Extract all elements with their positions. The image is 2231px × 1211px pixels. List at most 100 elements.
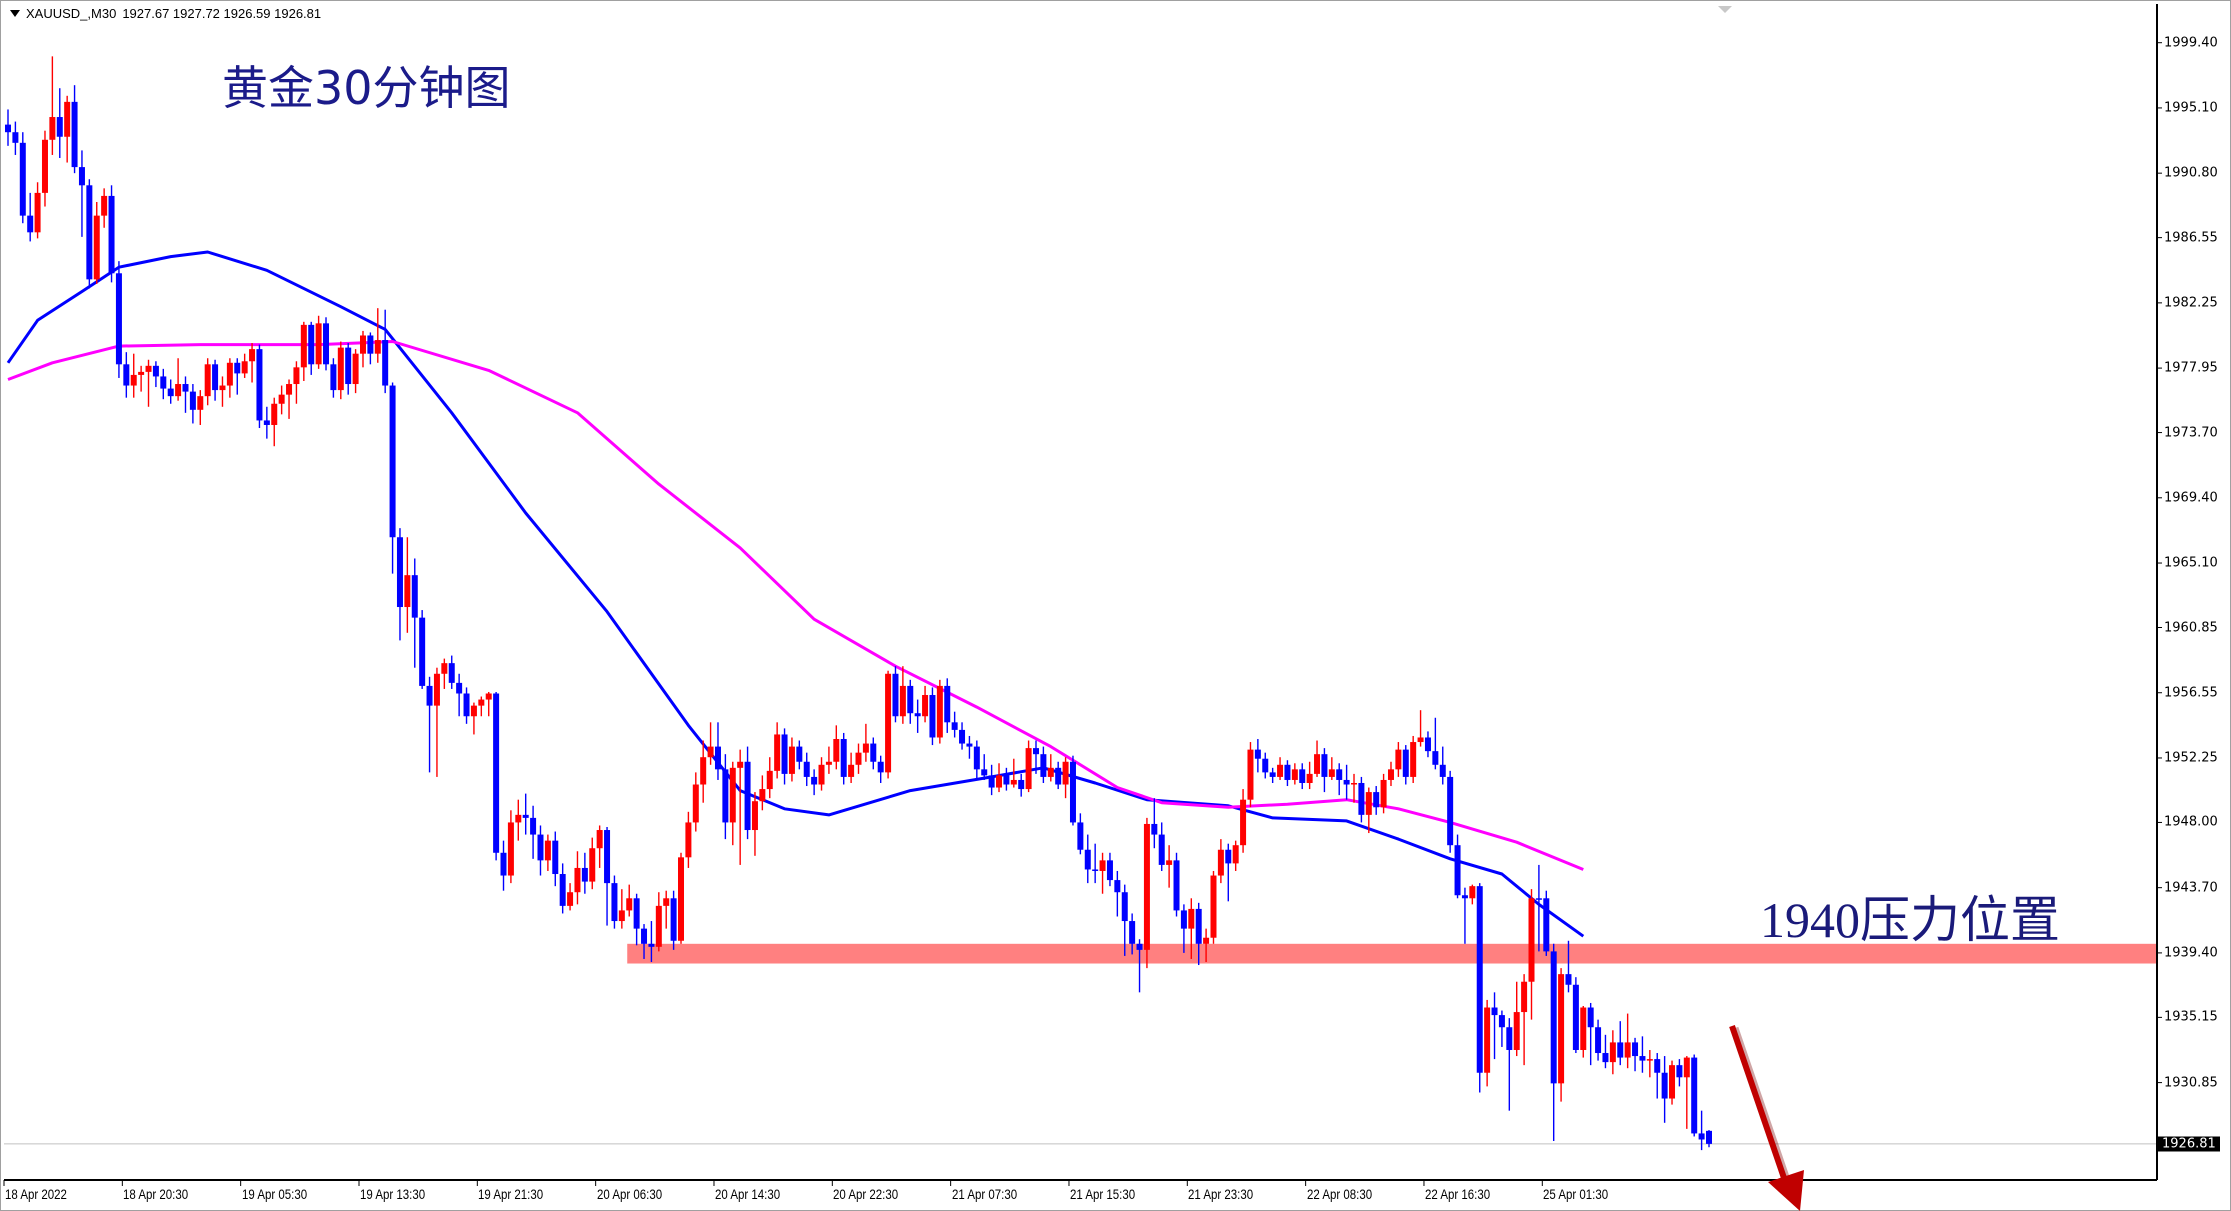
- candle: [500, 840, 507, 891]
- candle: [1225, 843, 1232, 902]
- candle: [663, 890, 670, 929]
- candle: [145, 359, 152, 407]
- candle: [825, 746, 832, 774]
- candle: [448, 655, 455, 689]
- candle: [123, 352, 130, 398]
- time-tick-label: 19 Apr 13:30: [359, 1186, 426, 1202]
- candle-body: [670, 898, 677, 941]
- candle: [1195, 902, 1202, 966]
- candle-body: [1351, 782, 1358, 785]
- chart-header: XAUUSD_,M30 1927.67 1927.72 1926.59 1926…: [10, 6, 321, 21]
- candle-body: [19, 142, 26, 216]
- candle: [1269, 767, 1276, 783]
- candle: [1691, 1054, 1698, 1137]
- candle: [1232, 840, 1239, 871]
- candle-body: [145, 365, 152, 372]
- candle: [175, 358, 182, 401]
- candle: [1306, 761, 1313, 790]
- candle: [611, 875, 618, 929]
- candle-body: [500, 852, 507, 876]
- candle: [1299, 763, 1306, 790]
- candle: [604, 826, 611, 926]
- candle: [1328, 757, 1335, 780]
- candle-body: [226, 362, 233, 386]
- candle-body: [411, 575, 418, 618]
- candle-body: [1077, 822, 1084, 850]
- candle-body: [49, 117, 56, 140]
- collapse-triangle-icon[interactable]: [10, 10, 20, 17]
- candle-body: [1262, 758, 1269, 773]
- candle: [1158, 822, 1165, 871]
- candle: [714, 722, 721, 780]
- candle-body: [722, 769, 729, 823]
- candle: [1535, 864, 1542, 952]
- candle-body: [1092, 869, 1099, 871]
- time-tick-label: 20 Apr 14:30: [714, 1186, 781, 1202]
- candle: [744, 746, 751, 840]
- candle: [1373, 786, 1380, 815]
- candle: [862, 723, 869, 762]
- candle: [655, 892, 662, 952]
- candle: [1314, 740, 1321, 777]
- candle-body: [959, 729, 966, 744]
- candle-body: [1424, 737, 1431, 752]
- candle-body: [641, 928, 648, 944]
- candle: [433, 667, 440, 777]
- candle-body: [182, 384, 189, 392]
- candle-body: [64, 101, 71, 137]
- symbol-label: XAUUSD_,M30: [26, 6, 117, 21]
- candle: [936, 679, 943, 744]
- candle-body: [1550, 951, 1557, 1084]
- candle: [1484, 999, 1491, 1087]
- candle: [293, 361, 300, 404]
- candle: [345, 343, 352, 395]
- time-tick-label: 19 Apr 05:30: [241, 1186, 307, 1202]
- candle-body: [1166, 860, 1173, 865]
- candle-body: [678, 857, 685, 941]
- candle-body: [922, 695, 929, 717]
- candle-body: [345, 347, 352, 385]
- candle-body: [1025, 748, 1032, 790]
- candle-body: [604, 830, 611, 884]
- candle-body: [1143, 823, 1150, 950]
- candle-body: [1188, 908, 1195, 929]
- candle-body: [700, 757, 707, 785]
- candle-body: [1698, 1133, 1705, 1140]
- candle-body: [1195, 908, 1202, 944]
- candle: [1055, 761, 1062, 790]
- resistance-zone: [627, 943, 2157, 964]
- candle-body: [1439, 764, 1446, 777]
- candle: [27, 192, 34, 242]
- candle: [1439, 746, 1446, 785]
- candle: [374, 308, 381, 363]
- candle: [411, 558, 418, 668]
- candle: [1343, 764, 1350, 800]
- candle: [641, 924, 648, 959]
- candle: [892, 666, 899, 723]
- candle-body: [1018, 779, 1025, 790]
- candle-body: [744, 761, 751, 831]
- candle: [226, 358, 233, 398]
- candle-body: [315, 323, 322, 365]
- candle: [160, 368, 167, 400]
- price-tick-label: 1952.25: [2164, 750, 2218, 766]
- candle-body: [907, 685, 914, 714]
- candle-body: [1447, 776, 1454, 846]
- candle-body: [1491, 1007, 1498, 1016]
- candle-body: [929, 695, 936, 738]
- candle: [633, 893, 640, 946]
- candle: [1595, 1019, 1602, 1061]
- candle: [330, 358, 337, 398]
- candle-body: [774, 734, 781, 771]
- candle: [1424, 731, 1431, 758]
- candle-body: [892, 673, 899, 717]
- price-tick-label: 1977.95: [2164, 360, 2218, 376]
- candle-body: [1180, 910, 1187, 929]
- candle-body: [108, 195, 115, 274]
- candle-body: [1528, 898, 1535, 982]
- candle: [49, 56, 56, 155]
- candle: [678, 852, 685, 944]
- candle-body: [396, 537, 403, 608]
- candle-body: [433, 673, 440, 706]
